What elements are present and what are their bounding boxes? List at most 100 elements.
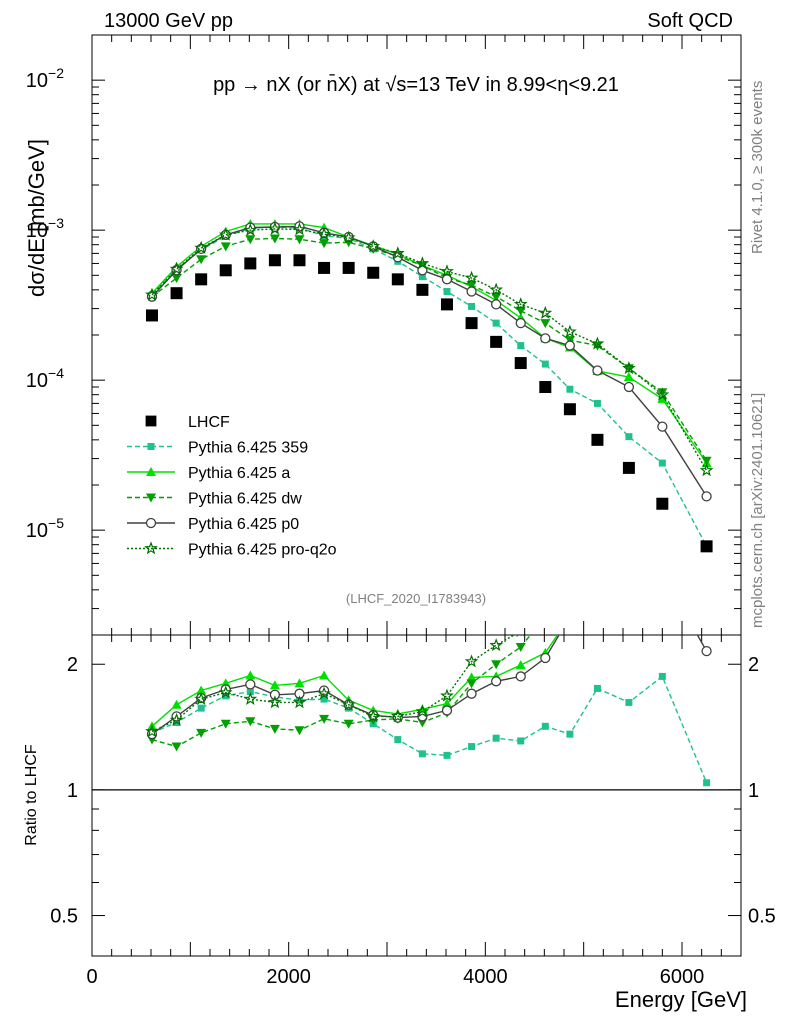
main-data-point xyxy=(440,264,454,278)
ratio-data-point xyxy=(269,689,281,700)
main-data-point xyxy=(592,365,603,376)
ratio-data-point xyxy=(624,538,634,547)
main-data-point xyxy=(245,235,256,245)
ratio-data-point xyxy=(341,697,356,711)
main-data-point xyxy=(391,273,404,286)
main-data-point xyxy=(564,340,576,351)
ratio-data-point xyxy=(701,645,712,657)
ratio-data-point xyxy=(592,516,602,526)
ratio-y-tick-label-right: 1 xyxy=(748,780,759,802)
main-data-point xyxy=(342,261,355,274)
ratio-data-point xyxy=(294,726,305,736)
main-data-point xyxy=(464,270,479,284)
legend-item: Pythia 6.425 dw xyxy=(127,491,302,508)
ratio-y-tick-label: 2 xyxy=(67,654,78,676)
main-data-point xyxy=(367,266,380,279)
main-data-point xyxy=(622,361,636,375)
main-data-point xyxy=(489,282,504,296)
main-data-point xyxy=(418,273,426,281)
main-data-point xyxy=(293,254,306,267)
ratio-data-point xyxy=(318,685,330,696)
main-data-point xyxy=(441,274,453,285)
main-data-point xyxy=(541,360,549,368)
main-data-point xyxy=(591,433,604,446)
analysis-id: (LHCF_2020_I1783943) xyxy=(346,591,486,606)
ratio-data-point xyxy=(702,553,712,562)
main-data-point xyxy=(145,309,158,322)
ratio-series-pythia-6-425-359 xyxy=(148,672,711,787)
main-data-point xyxy=(563,324,577,338)
legend-marker xyxy=(145,415,157,427)
main-data-point xyxy=(655,387,670,401)
ratio-data-point xyxy=(418,750,426,758)
ratio-data-point xyxy=(592,526,602,535)
ratio-data-point xyxy=(515,660,526,670)
y-tick-label: 10−5 xyxy=(26,515,64,542)
main-data-point xyxy=(625,433,633,441)
main-data-point xyxy=(590,336,605,350)
main-series-pythia-6-425-pro-q2o xyxy=(145,221,714,477)
main-data-point xyxy=(415,256,430,270)
ratio-data-point xyxy=(466,672,477,682)
ratio-data-point xyxy=(441,705,453,716)
x-axis-label: Energy [GeV] xyxy=(615,987,747,1012)
y-axis-label: dσ/dE [mb/GeV] xyxy=(24,139,49,297)
ratio-data-point xyxy=(541,722,549,730)
main-data-point xyxy=(623,381,635,393)
main-data-point xyxy=(194,240,209,254)
ratio-data-point xyxy=(269,680,280,690)
ratio-data-point xyxy=(218,685,233,699)
ratio-y-tick-label: 0.5 xyxy=(50,906,78,928)
ratio-data-point xyxy=(415,704,430,718)
ratio-data-point xyxy=(417,704,428,714)
ratio-data-point xyxy=(222,692,230,700)
main-data-point xyxy=(268,254,281,267)
main-data-point xyxy=(171,273,182,283)
main-data-point xyxy=(540,333,551,344)
ratio-data-point xyxy=(624,509,634,518)
ratio-data-point xyxy=(624,558,633,567)
main-series-pythia-6-425-a xyxy=(146,218,712,468)
y-tick-label: 10−2 xyxy=(26,65,64,92)
ratio-data-point xyxy=(540,652,551,664)
ratio-data-point xyxy=(565,612,575,621)
ratio-data-point xyxy=(490,676,502,687)
main-data-point xyxy=(468,302,476,310)
ratio-data-point xyxy=(625,698,633,706)
main-data-point xyxy=(195,273,208,286)
main-data-point xyxy=(657,393,668,403)
legend-item: LHCF xyxy=(145,414,230,431)
main-data-point xyxy=(220,242,231,252)
ratio-data-point xyxy=(220,684,231,695)
main-series-line xyxy=(151,223,708,464)
ratio-data-point xyxy=(394,736,402,744)
axis-ticks: 10−2 10−3 10−4 10−5 0 2000 4000 6000 0.5 0.5 1 1 2 2 xyxy=(26,34,776,988)
main-data-point xyxy=(443,287,451,295)
ratio-data-point xyxy=(593,684,601,692)
ratio-data-point xyxy=(468,743,476,751)
ratio-data-point xyxy=(317,686,331,700)
legend-marker xyxy=(146,467,156,476)
ratio-data-point xyxy=(171,742,182,752)
main-data-point xyxy=(701,456,712,466)
legend-label: Pythia 6.425 p0 xyxy=(188,516,299,533)
ratio-data-point xyxy=(196,685,207,695)
ratio-data-point xyxy=(515,671,526,682)
ratio-data-point xyxy=(441,698,452,708)
main-data-point xyxy=(539,381,552,394)
main-data-point xyxy=(294,221,305,232)
legend-item: Pythia 6.425 a xyxy=(127,465,290,482)
ratio-plot-data xyxy=(145,477,712,787)
ratio-data-point xyxy=(540,579,550,589)
main-data-point xyxy=(623,371,634,381)
legend-item: Pythia 6.425 p0 xyxy=(127,516,299,533)
legend-marker xyxy=(146,493,156,503)
ratio-data-point xyxy=(517,737,525,745)
main-data-point xyxy=(319,239,330,249)
ratio-data-point xyxy=(657,477,667,486)
ratio-data-point xyxy=(245,670,256,680)
ratio-data-point xyxy=(515,642,526,652)
main-data-point xyxy=(593,399,601,407)
main-series-lhcf xyxy=(145,254,713,553)
